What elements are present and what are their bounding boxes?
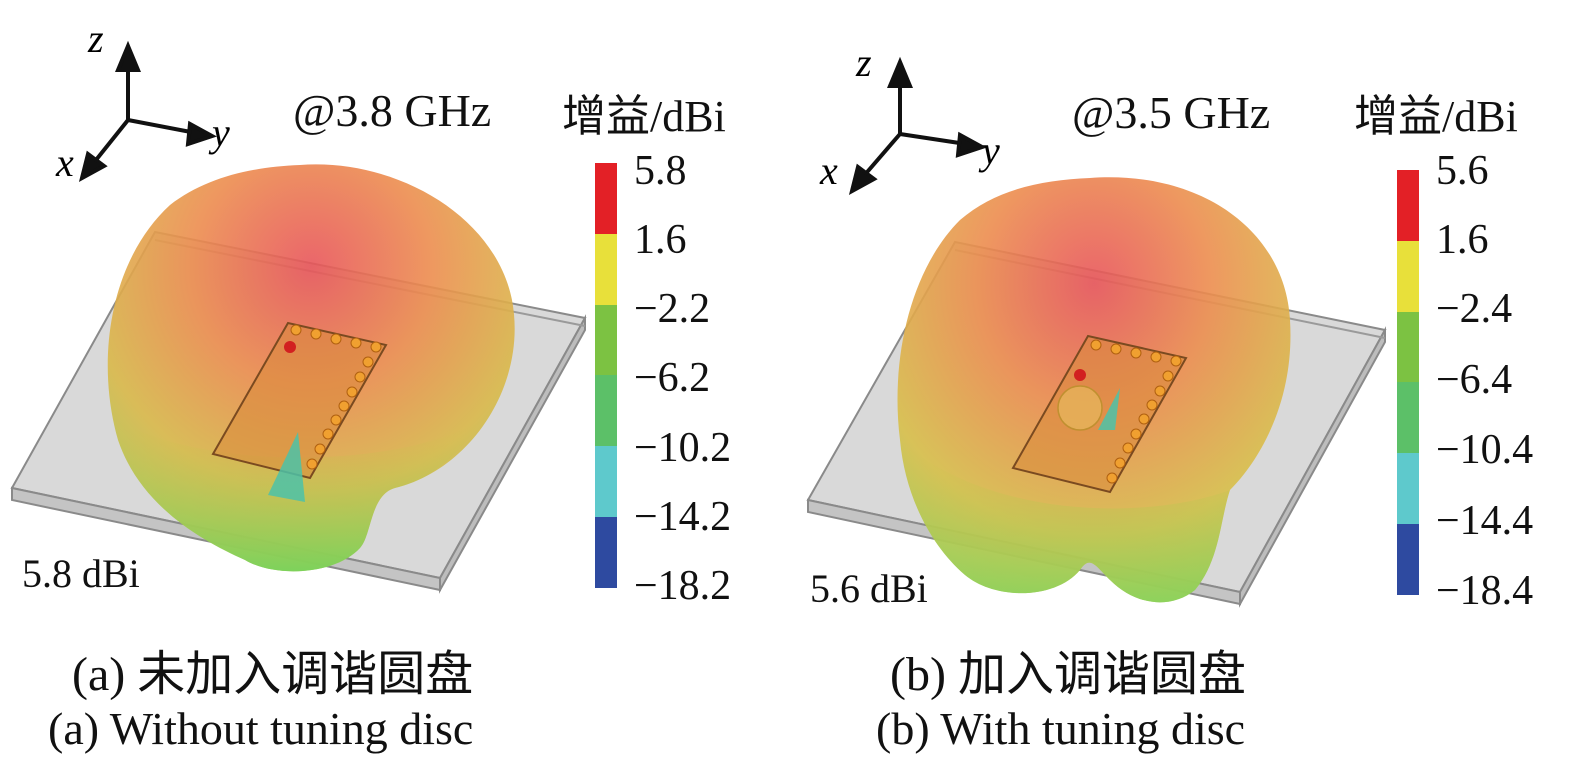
z-axis-label: z bbox=[855, 40, 872, 85]
y-axis-label: y bbox=[978, 128, 1000, 173]
colorbar-tick: −10.2 bbox=[634, 425, 732, 471]
feed-point bbox=[284, 341, 296, 353]
colorbar-tick: −10.4 bbox=[1436, 427, 1534, 473]
colorbar-segment bbox=[1397, 170, 1419, 241]
colorbar-tick: 5.6 bbox=[1436, 148, 1489, 194]
colorbar-tick: −14.4 bbox=[1436, 498, 1534, 544]
caption-cn: (a) 未加入调谐圆盘 bbox=[72, 648, 474, 701]
colorbar-tick: 1.6 bbox=[1436, 217, 1489, 263]
axis-triad bbox=[848, 56, 987, 195]
colorbar-tick: 1.6 bbox=[634, 217, 687, 263]
radiation-pattern-scene: z y x bbox=[10, 16, 587, 594]
colorbar-tick: −18.4 bbox=[1436, 568, 1534, 614]
colorbar-segment bbox=[595, 304, 617, 376]
colorbar-segment bbox=[1397, 311, 1419, 383]
panel-a: z y x @3.8 GHz 增益/dBi bbox=[0, 0, 787, 778]
lobe-lower-shading bbox=[900, 440, 1230, 603]
y-axis-line bbox=[899, 132, 967, 146]
radiation-pattern-scene: z y x bbox=[806, 40, 1387, 608]
patch-antenna bbox=[1011, 334, 1188, 494]
colorbar-title: 增益/dBi bbox=[562, 92, 726, 141]
z-axis-arrow bbox=[887, 56, 913, 88]
colorbar-tick: −2.4 bbox=[1436, 286, 1513, 332]
colorbar-segment bbox=[595, 233, 617, 305]
feed-point bbox=[1074, 369, 1086, 381]
colorbar-tick: 5.8 bbox=[634, 148, 687, 194]
x-axis-label: x bbox=[55, 140, 74, 185]
colorbar-segment bbox=[595, 446, 617, 518]
colorbar-segment bbox=[1397, 524, 1419, 595]
via-row bbox=[1090, 339, 1182, 484]
x-axis-line bbox=[90, 118, 130, 167]
colorbar-tick: −6.4 bbox=[1436, 357, 1513, 403]
colorbar-segment bbox=[1397, 240, 1419, 312]
x-axis-arrow bbox=[848, 163, 878, 195]
colorbar-segment bbox=[595, 375, 617, 447]
tuning-disc bbox=[1057, 385, 1103, 431]
colorbar bbox=[595, 163, 617, 588]
colorbar-tick: −6.2 bbox=[634, 355, 711, 401]
x-axis-line bbox=[860, 132, 902, 180]
caption-cn: (b) 加入调谐圆盘 bbox=[890, 648, 1246, 701]
feed-probe bbox=[1098, 388, 1120, 430]
peak-gain-label: 5.6 dBi bbox=[810, 566, 928, 611]
caption-en: (b) With tuning disc bbox=[876, 703, 1246, 754]
panel-b: z y x @3.5 GHz 增益/dBi bbox=[790, 0, 1575, 778]
caption-en: (a) Without tuning disc bbox=[48, 703, 474, 754]
y-axis-arrow bbox=[955, 131, 987, 158]
colorbar-segment bbox=[595, 163, 617, 234]
y-axis-arrow bbox=[185, 120, 217, 147]
peak-gain-label: 5.8 dBi bbox=[22, 551, 140, 596]
y-axis-line bbox=[127, 118, 197, 135]
via-row bbox=[290, 324, 382, 470]
colorbar-tick: −18.2 bbox=[634, 563, 732, 609]
colorbar-segment bbox=[1397, 453, 1419, 525]
colorbar-segment bbox=[1397, 382, 1419, 454]
x-axis-arrow bbox=[78, 150, 108, 182]
colorbar-title: 增益/dBi bbox=[1354, 92, 1518, 141]
colorbar bbox=[1397, 170, 1419, 595]
y-axis-label: y bbox=[208, 110, 230, 155]
colorbar-tick: −2.2 bbox=[634, 286, 711, 332]
z-axis-arrow bbox=[115, 40, 141, 72]
feed-probe bbox=[268, 432, 305, 502]
x-axis-label: x bbox=[819, 148, 838, 193]
frequency-label: @3.8 GHz bbox=[293, 85, 492, 136]
patch-antenna bbox=[211, 321, 388, 502]
axis-triad bbox=[78, 40, 217, 182]
frequency-label: @3.5 GHz bbox=[1072, 87, 1271, 138]
colorbar-tick: −14.2 bbox=[634, 494, 732, 540]
z-axis-label: z bbox=[87, 16, 104, 61]
colorbar-segment bbox=[595, 517, 617, 588]
